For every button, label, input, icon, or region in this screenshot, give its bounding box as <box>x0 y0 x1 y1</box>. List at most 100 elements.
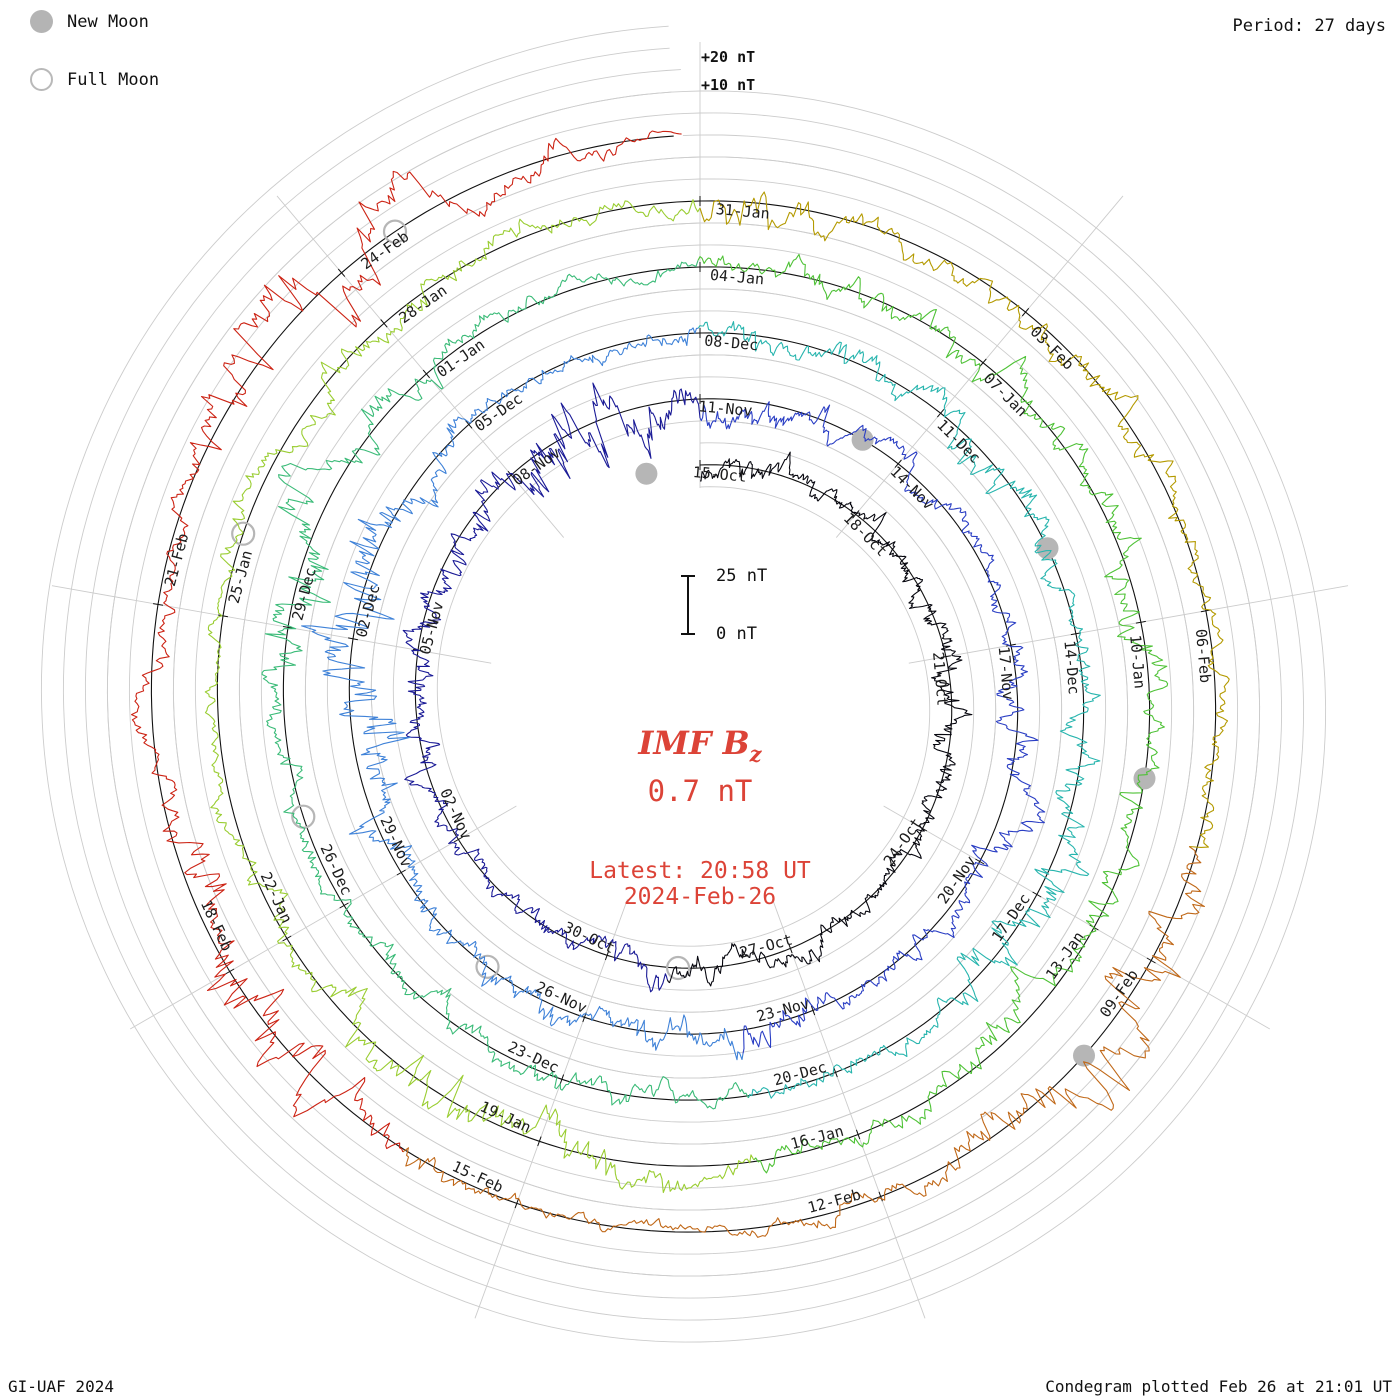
date-label: 11-Nov <box>698 397 754 420</box>
new-moon-label: New Moon <box>67 11 149 32</box>
latest-date-label: 2024-Feb-26 <box>623 884 777 910</box>
plus20nt-label: +20 nT <box>701 48 756 66</box>
spoke-line <box>908 585 1349 664</box>
date-tick <box>1032 891 1042 898</box>
date-tick <box>153 603 164 606</box>
date-tick <box>937 409 945 418</box>
date-tick <box>507 470 515 480</box>
current-value: 0.7 nT <box>647 774 753 808</box>
imf-bz-trace-segment <box>261 260 749 1110</box>
date-tick <box>537 1136 542 1147</box>
date-tick <box>1021 307 1030 317</box>
full-moon-marker <box>231 521 256 546</box>
date-label: 14-Dec <box>1060 640 1083 696</box>
imf-bz-trace-segment <box>699 191 1230 848</box>
date-label: 06-Feb <box>1192 628 1215 684</box>
date-tick <box>1135 620 1146 624</box>
full-moon-icon <box>30 68 53 91</box>
date-tick <box>1005 643 1016 647</box>
imf-bz-trace-segment <box>301 327 744 1061</box>
date-tick <box>1146 957 1156 964</box>
date-tick <box>282 935 292 942</box>
date-label: 21-Feb <box>161 531 192 588</box>
date-label: 04-Jan <box>709 266 765 289</box>
chart-title-subscript: z <box>749 741 762 767</box>
new-moon-marker <box>1133 767 1156 790</box>
date-tick <box>975 858 985 865</box>
full-moon-marker <box>665 955 691 981</box>
date-tick <box>833 1067 838 1078</box>
new-moon-marker <box>635 462 658 485</box>
scale-bar-bottom-cap <box>681 633 695 635</box>
plotted-timestamp-label: Condegram plotted Feb 26 at 21:01 UT <box>1045 1377 1392 1396</box>
imf-bz-trace-segment <box>402 382 701 993</box>
date-tick <box>940 655 951 658</box>
date-tick <box>1070 632 1081 636</box>
date-tick <box>979 358 987 367</box>
spoke-line <box>474 899 628 1319</box>
gridline-spiral <box>62 47 1305 1321</box>
spoke-line <box>883 805 1271 1030</box>
credit-label: GI-UAF 2024 <box>8 1377 114 1396</box>
date-label: 02-Dec <box>352 582 383 639</box>
date-tick <box>852 510 860 519</box>
date-tick <box>339 902 349 909</box>
new-moon-marker <box>1036 537 1059 560</box>
date-tick <box>337 268 346 277</box>
date-tick <box>894 459 902 468</box>
date-tick <box>514 1198 519 1209</box>
date-label: 25-Jan <box>225 548 256 605</box>
date-tick <box>788 943 793 954</box>
new-moon-icon <box>30 10 53 33</box>
date-tick <box>810 1005 816 1016</box>
date-tick <box>283 626 293 629</box>
gridline-spiral <box>84 69 1283 1299</box>
imf-bz-trace-segment <box>204 199 755 1194</box>
date-tick <box>218 614 228 618</box>
date-label: 29-Dec <box>288 565 319 622</box>
new-moon-marker <box>1073 1044 1095 1067</box>
date-tick <box>396 869 406 876</box>
date-tick <box>225 968 235 975</box>
date-tick <box>422 369 430 379</box>
new-moon-marker <box>851 428 874 451</box>
date-tick <box>453 836 463 843</box>
full-moon-marker <box>475 954 500 979</box>
date-label: 10-Jan <box>1126 634 1149 690</box>
latest-time-label: Latest: 20:58 UT <box>589 858 811 884</box>
imf-bz-trace-segment <box>697 321 1101 1099</box>
plus10nt-label: +10 nT <box>701 76 756 94</box>
full-moon-marker <box>382 219 408 244</box>
gridline-spiral <box>40 25 1327 1343</box>
baseline-spiral <box>150 135 1217 1233</box>
date-label: 17-Nov <box>995 645 1018 701</box>
imf-bz-trace-segment <box>130 130 682 1153</box>
date-tick <box>604 950 610 961</box>
scale-bar-bottom-label: 0 nT <box>716 624 757 644</box>
full-moon-label: Full Moon <box>67 69 160 90</box>
chart-title: IMF Bz <box>0 724 1400 766</box>
period-label: Period: 27 days <box>1232 16 1386 36</box>
date-label: 15-Oct <box>692 463 748 486</box>
scale-bar-top-cap <box>681 575 695 577</box>
date-tick <box>380 319 388 328</box>
date-tick <box>465 420 473 429</box>
date-label: 21-Oct <box>929 651 952 707</box>
legend-full-moon: Full Moon <box>30 68 159 91</box>
date-label: 19-Jan <box>477 1097 534 1136</box>
date-tick <box>855 1129 861 1140</box>
date-label: 31-Jan <box>715 200 771 223</box>
date-label: 08-Dec <box>703 332 759 355</box>
date-tick <box>878 1191 883 1202</box>
imf-bz-trace-segment <box>666 451 973 987</box>
legend-new-moon: New Moon <box>30 10 149 33</box>
imf-bz-trace-segment <box>699 401 1046 1054</box>
scale-bar <box>687 576 689 634</box>
date-label: 30-Oct <box>561 918 618 957</box>
spoke-line <box>772 899 926 1319</box>
scale-bar-top-label: 25 nT <box>716 566 768 586</box>
chart-title-main: IMF B <box>638 724 750 762</box>
spoke-line <box>276 195 565 538</box>
